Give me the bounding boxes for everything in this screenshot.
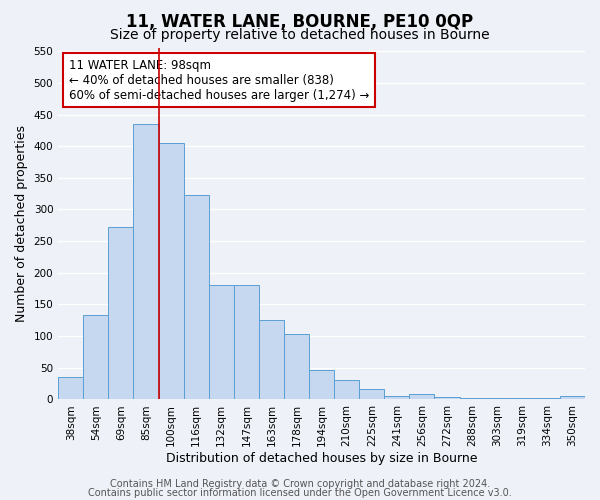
Bar — [535, 398, 560, 400]
Bar — [460, 398, 485, 400]
Y-axis label: Number of detached properties: Number of detached properties — [15, 125, 28, 322]
Bar — [434, 397, 460, 400]
Bar — [510, 398, 535, 400]
Text: Contains public sector information licensed under the Open Government Licence v3: Contains public sector information licen… — [88, 488, 512, 498]
Bar — [58, 378, 83, 400]
Bar — [209, 285, 234, 400]
Bar — [385, 396, 409, 400]
Text: 11 WATER LANE: 98sqm
← 40% of detached houses are smaller (838)
60% of semi-deta: 11 WATER LANE: 98sqm ← 40% of detached h… — [69, 58, 369, 102]
Bar — [334, 380, 359, 400]
Bar — [133, 124, 158, 400]
X-axis label: Distribution of detached houses by size in Bourne: Distribution of detached houses by size … — [166, 452, 478, 465]
Bar — [109, 227, 133, 400]
Bar — [259, 320, 284, 400]
Bar — [234, 285, 259, 400]
Bar — [560, 396, 585, 400]
Bar — [158, 143, 184, 400]
Bar — [409, 394, 434, 400]
Bar — [359, 390, 385, 400]
Bar — [184, 195, 209, 400]
Bar — [309, 370, 334, 400]
Text: 11, WATER LANE, BOURNE, PE10 0QP: 11, WATER LANE, BOURNE, PE10 0QP — [127, 12, 473, 30]
Text: Contains HM Land Registry data © Crown copyright and database right 2024.: Contains HM Land Registry data © Crown c… — [110, 479, 490, 489]
Text: Size of property relative to detached houses in Bourne: Size of property relative to detached ho… — [110, 28, 490, 42]
Bar — [284, 334, 309, 400]
Bar — [485, 398, 510, 400]
Bar — [83, 315, 109, 400]
